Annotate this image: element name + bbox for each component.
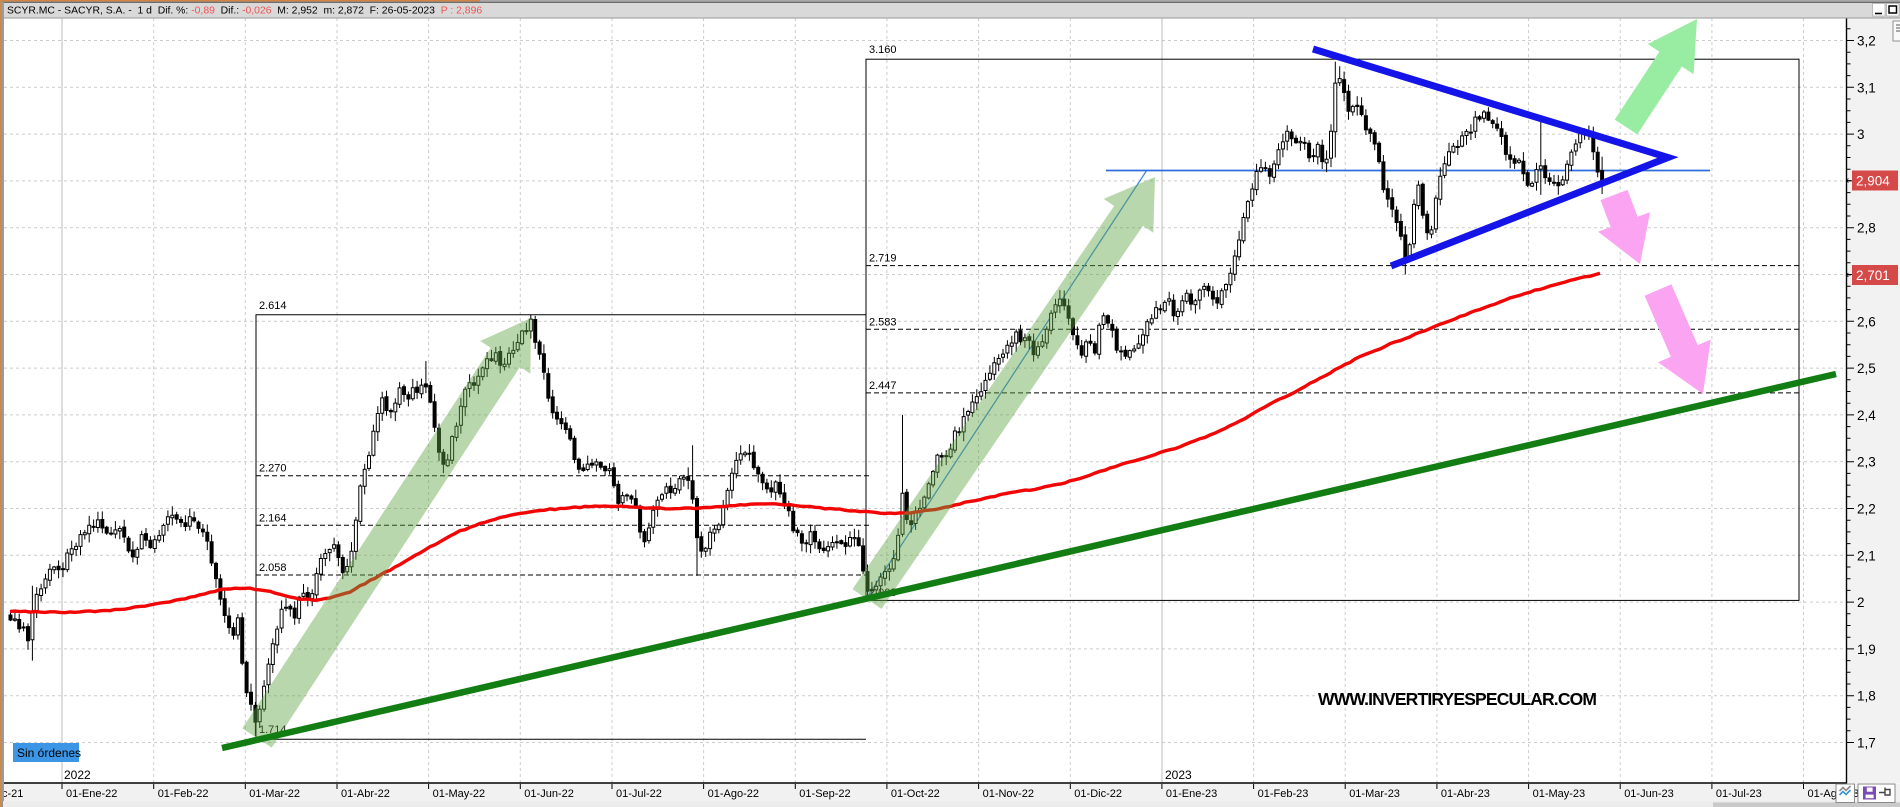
svg-text:2,701: 2,701: [1856, 268, 1890, 283]
svg-text:2,2: 2,2: [1857, 502, 1876, 517]
svg-text:2,3: 2,3: [1857, 455, 1876, 470]
svg-text:01-May-22: 01-May-22: [433, 788, 486, 800]
svg-text:2,904: 2,904: [1856, 174, 1890, 189]
svg-text:01-Sep-22: 01-Sep-22: [799, 788, 850, 800]
svg-text:WWW.INVERTIRYESPECULAR.COM: WWW.INVERTIRYESPECULAR.COM: [1318, 689, 1596, 709]
svg-text:01-Abr-22: 01-Abr-22: [341, 788, 390, 800]
svg-text:3,2: 3,2: [1857, 34, 1876, 49]
svg-text:01-Jul-22: 01-Jul-22: [616, 788, 662, 800]
svg-text:1,7: 1,7: [1857, 736, 1876, 751]
svg-text:1,9: 1,9: [1857, 642, 1876, 657]
svg-text:SCYR.MC - SACYR, S.A. - 1 d: SCYR.MC - SACYR, S.A. - 1 d Dif. %: -0,8…: [7, 6, 482, 17]
svg-text:2.270: 2.270: [259, 463, 287, 475]
svg-text:2023: 2023: [1165, 768, 1192, 782]
svg-text:2: 2: [1857, 595, 1865, 610]
svg-text:2.058: 2.058: [259, 562, 287, 574]
svg-text:2.614: 2.614: [259, 300, 287, 312]
svg-text:2.164: 2.164: [259, 512, 287, 524]
svg-text:2,5: 2,5: [1857, 361, 1876, 376]
svg-text:3: 3: [1857, 127, 1865, 142]
svg-text:01-Oct-22: 01-Oct-22: [891, 788, 940, 800]
svg-text:01-Jun-22: 01-Jun-22: [524, 788, 574, 800]
svg-text:3.160: 3.160: [869, 44, 897, 56]
svg-text:2,8: 2,8: [1857, 221, 1876, 236]
svg-text:1,8: 1,8: [1857, 689, 1876, 704]
svg-text:01-May-23: 01-May-23: [1533, 788, 1586, 800]
svg-text:01-Mar-23: 01-Mar-23: [1349, 788, 1400, 800]
svg-text:2022: 2022: [64, 768, 91, 782]
svg-text:01-Feb-22: 01-Feb-22: [158, 788, 209, 800]
svg-text:01-Jul-23: 01-Jul-23: [1716, 788, 1762, 800]
svg-text:01-Abr-23: 01-Abr-23: [1441, 788, 1490, 800]
svg-text:01-Feb-23: 01-Feb-23: [1258, 788, 1309, 800]
svg-text:2,6: 2,6: [1857, 314, 1876, 329]
svg-text:01-Dic-22: 01-Dic-22: [1074, 788, 1122, 800]
svg-text:Sin órdenes: Sin órdenes: [17, 746, 81, 760]
svg-text:01-Ago-22: 01-Ago-22: [708, 788, 759, 800]
svg-text:3,1: 3,1: [1857, 80, 1876, 95]
svg-text:01-Ene-23: 01-Ene-23: [1166, 788, 1217, 800]
svg-text:2,4: 2,4: [1857, 408, 1876, 423]
svg-text:01-Nov-22: 01-Nov-22: [983, 788, 1034, 800]
svg-text:2.583: 2.583: [869, 316, 897, 328]
svg-text:2,1: 2,1: [1857, 548, 1876, 563]
svg-text:c-21: c-21: [2, 788, 23, 800]
svg-text:01-Mar-22: 01-Mar-22: [249, 788, 300, 800]
svg-text:01-Jun-23: 01-Jun-23: [1624, 788, 1674, 800]
svg-text:2.447: 2.447: [869, 380, 897, 392]
svg-text:01-Ene-22: 01-Ene-22: [66, 788, 117, 800]
svg-text:2.719: 2.719: [869, 253, 897, 265]
